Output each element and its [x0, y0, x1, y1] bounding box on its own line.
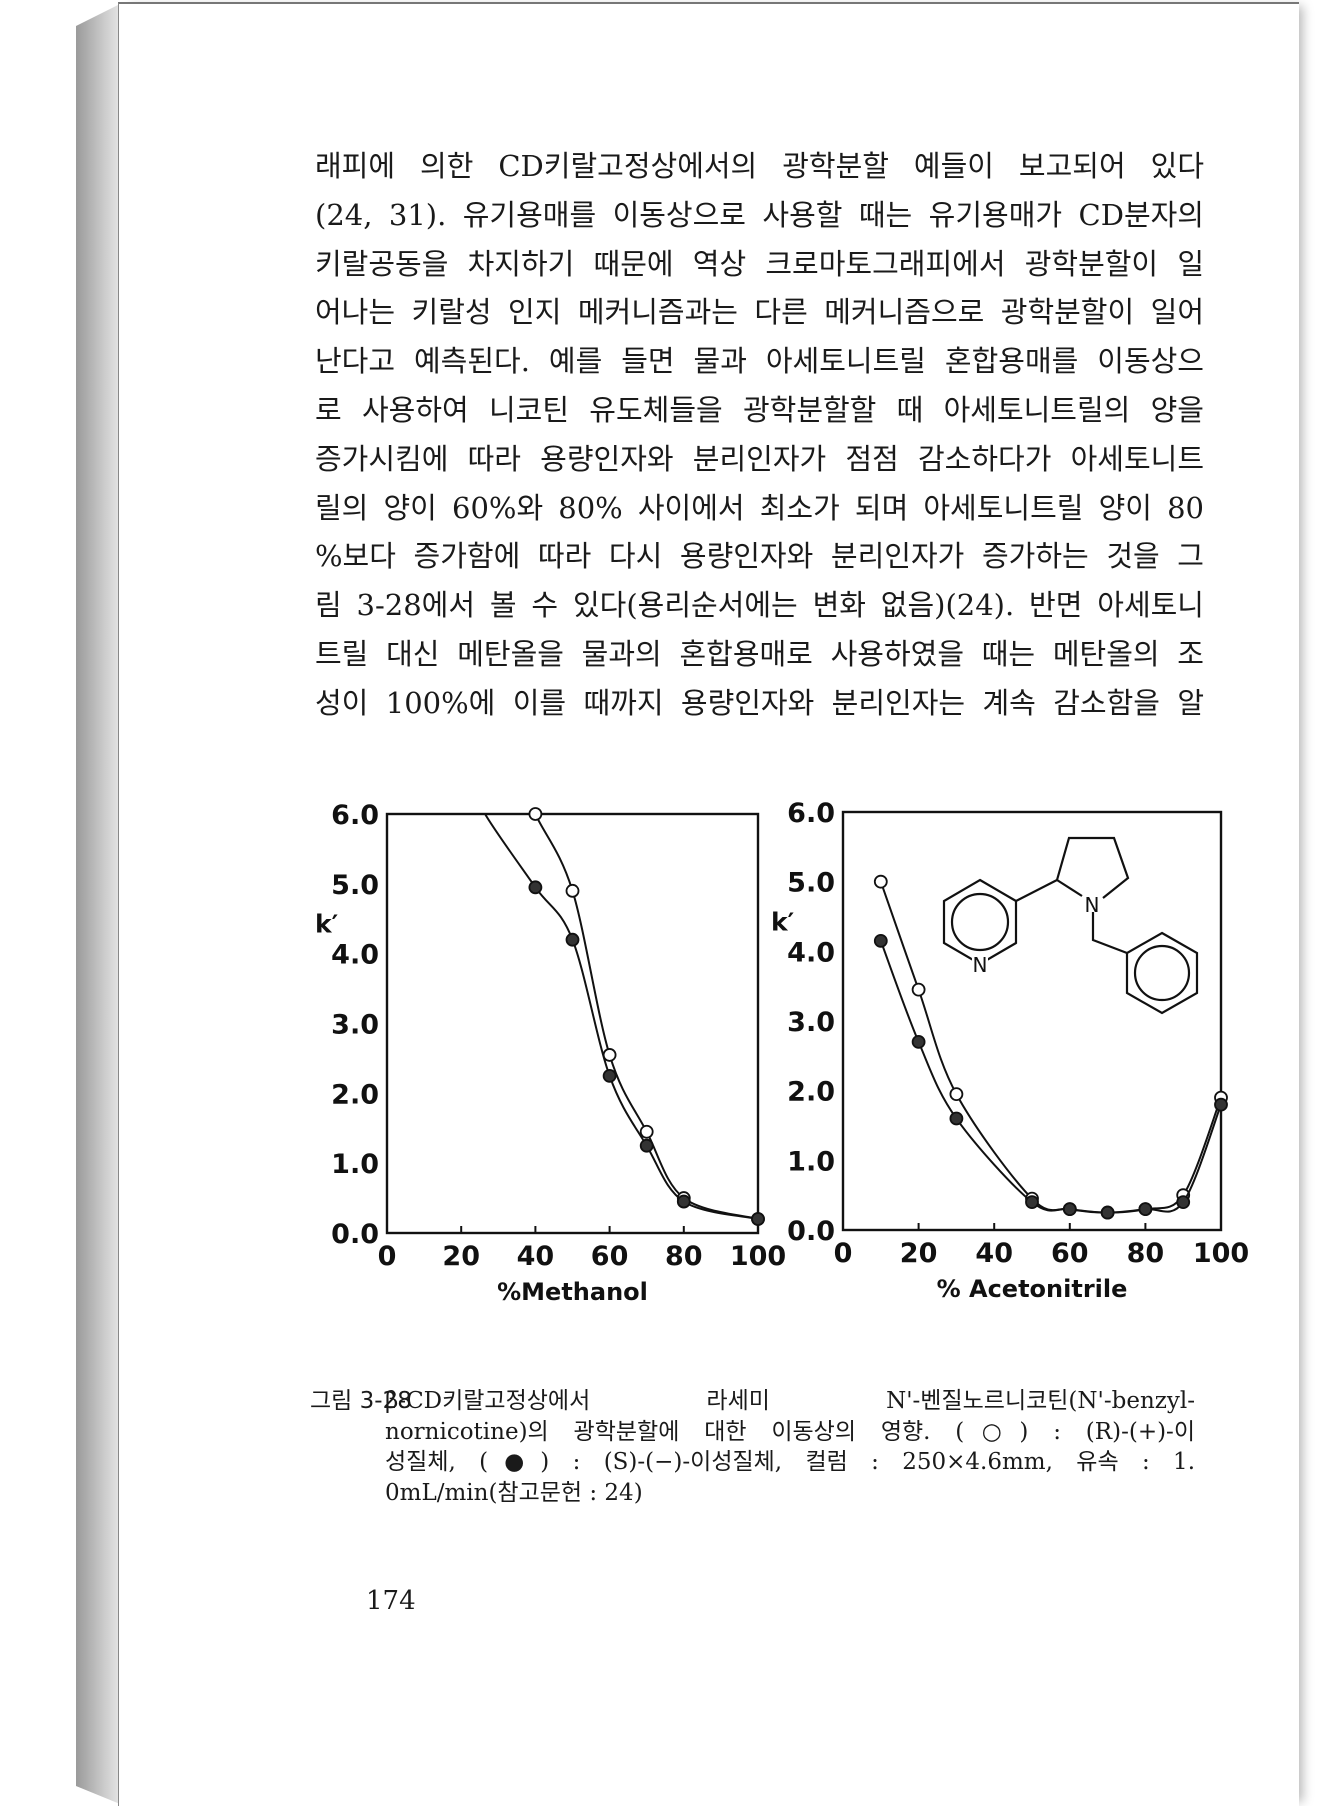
text-line: 어나는 키랄성 인지 메커니즘과는 다른 메커니즘으로 광학분할이 일어 [315, 295, 1204, 330]
text-line: 로 사용하여 니코틴 유도체들을 광학분할할 때 아세토니트릴의 양을 [315, 392, 1204, 427]
filled-data-point [676, 1194, 691, 1209]
filled-data-point [1176, 1195, 1191, 1210]
caption-line: 성질체, (●) : (S)-(−)-이성질체, 컬럼 : 250×4.6mm,… [385, 1449, 1195, 1475]
filled-data-point [602, 1068, 617, 1083]
methanol-chart: 0 20 40 60 80 100 0.0 1.0 2.0 3.0 4.0 5.0 6.0 k′ %Meth… [315, 800, 786, 1306]
filled-data-point [565, 932, 580, 947]
caption-line: nornicotine)의 광학분할에 대한 이동상의 영향. (○) : (R… [385, 1418, 1195, 1445]
y-tick-label: 2.0 [331, 1079, 379, 1110]
y-axis-label: k′ [315, 910, 338, 939]
series-line [879, 940, 1221, 1214]
open-data-point [639, 1124, 654, 1139]
caption-line: 0mL/min(참고문헌 : 24) [385, 1479, 643, 1506]
text-line: 성이 100%에 이를 때까지 용량인자와 분리인자는 계속 감소함을 알 [315, 685, 1204, 720]
acetonitrile-chart: 0 20 40 60 80 100 0.0 1.0 2.0 3.0 4.0 5.0 6.0 k′ % Ace… [771, 798, 1249, 1303]
y-tick-label: 0.0 [787, 1216, 835, 1247]
open-data-point [565, 883, 580, 898]
y-axis-label: k′ [771, 907, 794, 936]
open-data-point [949, 1087, 964, 1102]
filled-data-point [1138, 1202, 1153, 1216]
x-tick-label: 100 [1193, 1238, 1249, 1269]
body-paragraph: 래피에 의한 CD키랄고정상에서의 광학분할 예들이 보고되어 있다 (24, … [315, 142, 1204, 728]
text-line: 릴의 양이 60%와 80% 사이에서 최소가 되며 아세토니트릴 양이 80 [315, 490, 1204, 525]
caption-label: 그림 3-28 [310, 1388, 412, 1414]
y-tick-label: 1.0 [787, 1146, 835, 1177]
text-line: 키랄공동을 차지하기 때문에 역상 크로마토그래피에서 광학분할이 일 [315, 246, 1204, 281]
x-tick-label: 40 [975, 1238, 1013, 1269]
filled-data-point [751, 1212, 765, 1226]
y-tick-label: 5.0 [787, 868, 835, 899]
text-line: 래피에 의한 CD키랄고정상에서의 광학분할 예들이 보고되어 있다 [315, 149, 1204, 183]
filled-data-point [1025, 1195, 1039, 1210]
series-line [483, 814, 758, 1221]
open-data-point [873, 874, 888, 889]
y-tick-label: 1.0 [331, 1149, 379, 1180]
x-tick-label: 20 [900, 1238, 938, 1269]
x-axis-label: %Methanol [497, 1278, 648, 1306]
y-tick-label: 6.0 [331, 800, 379, 831]
text-line: %보다 증가함에 따라 다시 용량인자와 분리인자가 증가하는 것을 그 [315, 539, 1204, 574]
book-page [118, 2, 1299, 1806]
filled-data-point [528, 880, 543, 895]
open-data-point [911, 982, 926, 997]
figure-charts: 0 20 40 60 80 1000.01.02.03.04.05.06.0k′%Meth… [315, 798, 1249, 1306]
text-line: 림 3-28에서 볼 수 있다(용리순서에는 변화 없음)(24). 반면 아세… [315, 588, 1204, 623]
filled-data-point [1100, 1205, 1115, 1220]
y-tick-label: 0.0 [331, 1219, 379, 1250]
y-tick-label: 6.0 [787, 798, 835, 829]
text-line: 트릴 대신 메탄올을 물과의 혼합용매로 사용하였을 때는 메탄올의 조 [315, 636, 1204, 671]
structure-icon [942, 836, 1199, 1015]
filled-data-point [639, 1138, 654, 1153]
text-line: 난다고 예측된다. 예를 들면 물과 아세토니트릴 혼합용매를 이동상으 [315, 344, 1204, 379]
caption-line: β-CD키랄고정상에서 라세미 N'-벤질노르니코틴(N'-benzyl- [385, 1388, 1195, 1414]
x-axis-label: % Acetonitrile [937, 1275, 1128, 1303]
y-tick-label: 3.0 [787, 1007, 835, 1038]
plot-frame [841, 810, 1223, 1232]
x-tick-label: 40 [517, 1241, 555, 1272]
x-tick-label: 0 [378, 1241, 397, 1272]
x-tick-label: 60 [1051, 1238, 1089, 1269]
open-data-point [528, 807, 543, 821]
series-line [534, 814, 758, 1220]
plot-frame [385, 812, 760, 1235]
y-tick-label: 5.0 [331, 870, 379, 901]
structure-label-n: N [1085, 893, 1100, 917]
text-line: (24, 31). 유기용매를 이동상으로 사용할 때는 유기용매가 CD분자의 [315, 197, 1204, 232]
structure-label-n: N [973, 953, 988, 977]
x-tick-label: 0 [834, 1238, 853, 1269]
y-tick-label: 2.0 [787, 1077, 835, 1108]
filled-data-point [949, 1111, 964, 1126]
x-tick-label: 80 [1127, 1238, 1165, 1269]
filled-data-point [1062, 1202, 1077, 1216]
filled-data-point [911, 1035, 926, 1049]
x-tick-label: 100 [730, 1241, 786, 1272]
y-tick-label: 3.0 [331, 1010, 379, 1041]
text-line: 증가시킴에 따라 용량인자와 분리인자가 점점 감소하다가 아세토니트 [315, 441, 1204, 476]
x-tick-label: 20 [442, 1241, 480, 1272]
book-edge [76, 4, 120, 1804]
filled-data-point [1214, 1097, 1228, 1112]
x-tick-label: 60 [591, 1241, 629, 1272]
page-number: 174 [366, 1586, 416, 1616]
filled-data-point [873, 933, 888, 948]
y-tick-label: 4.0 [331, 940, 379, 971]
x-tick-label: 80 [665, 1241, 703, 1272]
y-tick-label: 4.0 [787, 937, 835, 968]
series-line [879, 881, 1221, 1214]
